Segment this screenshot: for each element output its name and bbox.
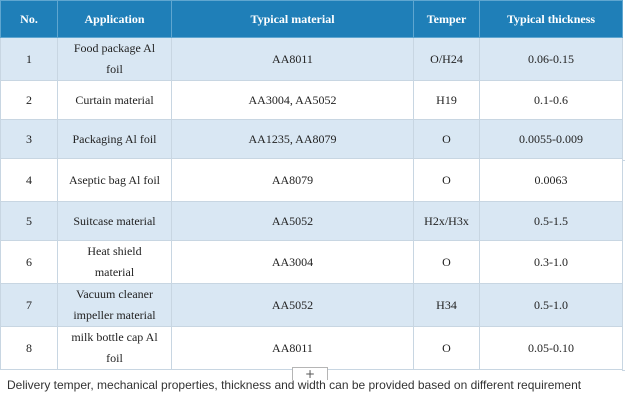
cell-no: 4 — [0, 158, 58, 202]
header-application: Application — [57, 0, 172, 38]
cell-application: milk bottle cap Al foil — [57, 326, 172, 370]
table-row: 8 milk bottle cap Al foil AA8011 O 0.05-… — [0, 326, 623, 370]
cell-application: Vacuum cleaner impeller material — [57, 283, 172, 327]
cell-application: Suitcase material — [57, 201, 172, 241]
cell-application: Aseptic bag Al foil — [57, 158, 172, 202]
cell-no: 2 — [0, 80, 58, 120]
cell-temper: O — [413, 240, 480, 284]
cell-material: AA3004 — [171, 240, 414, 284]
cell-no: 1 — [0, 37, 58, 81]
cell-thickness: 0.05-0.10 — [479, 326, 623, 370]
cell-material: AA8079 — [171, 158, 414, 202]
cell-material: AA5052 — [171, 201, 414, 241]
header-typical-material: Typical material — [171, 0, 414, 38]
cell-material: AA8011 — [171, 326, 414, 370]
table-row: 2 Curtain material AA3004, AA5052 H19 0.… — [0, 80, 623, 120]
cell-temper: O — [413, 326, 480, 370]
cell-no: 8 — [0, 326, 58, 370]
table-header-row: No. Application Typical material Temper … — [0, 0, 623, 38]
cell-application: Food package Al foil — [57, 37, 172, 81]
cell-temper: O — [413, 158, 480, 202]
cell-material: AA1235, AA8079 — [171, 119, 414, 159]
cell-no: 3 — [0, 119, 58, 159]
delivery-note: Delivery temper, mechanical properties, … — [7, 378, 582, 392]
cell-material: AA8011 — [171, 37, 414, 81]
header-no: No. — [0, 0, 58, 38]
cell-thickness: 0.0063 — [479, 158, 623, 202]
cell-thickness: 0.5-1.0 — [479, 283, 623, 327]
cell-thickness: 0.1-0.6 — [479, 80, 623, 120]
table-row: 6 Heat shield material AA3004 O 0.3-1.0 — [0, 240, 623, 284]
cell-material: AA3004, AA5052 — [171, 80, 414, 120]
header-temper: Temper — [413, 0, 480, 38]
table-edge-marker — [622, 160, 625, 161]
specification-table: No. Application Typical material Temper … — [0, 0, 623, 370]
cell-no: 5 — [0, 201, 58, 241]
cell-thickness: 0.0055-0.009 — [479, 119, 623, 159]
table-row: 4 Aseptic bag Al foil AA8079 O 0.0063 — [0, 158, 623, 202]
cell-no: 6 — [0, 240, 58, 284]
table-row: 5 Suitcase material AA5052 H2x/H3x 0.5-1… — [0, 201, 623, 241]
cell-application: Curtain material — [57, 80, 172, 120]
cell-thickness: 0.06-0.15 — [479, 37, 623, 81]
cell-temper: O/H24 — [413, 37, 480, 81]
cell-thickness: 0.3-1.0 — [479, 240, 623, 284]
cell-temper: H2x/H3x — [413, 201, 480, 241]
cell-temper: H34 — [413, 283, 480, 327]
cell-temper: H19 — [413, 80, 480, 120]
cell-application: Heat shield material — [57, 240, 172, 284]
cell-thickness: 0.5-1.5 — [479, 201, 623, 241]
table-row: 7 Vacuum cleaner impeller material AA505… — [0, 283, 623, 327]
table-row: 3 Packaging Al foil AA1235, AA8079 O 0.0… — [0, 119, 623, 159]
header-typical-thickness: Typical thickness — [479, 0, 623, 38]
cell-material: AA5052 — [171, 283, 414, 327]
cell-temper: O — [413, 119, 480, 159]
specification-table-container: No. Application Typical material Temper … — [0, 0, 623, 370]
cell-application: Packaging Al foil — [57, 119, 172, 159]
table-row: 1 Food package Al foil AA8011 O/H24 0.06… — [0, 37, 623, 81]
table-edge-marker — [622, 370, 625, 371]
insert-row-button[interactable]: + — [292, 367, 328, 381]
cell-no: 7 — [0, 283, 58, 327]
